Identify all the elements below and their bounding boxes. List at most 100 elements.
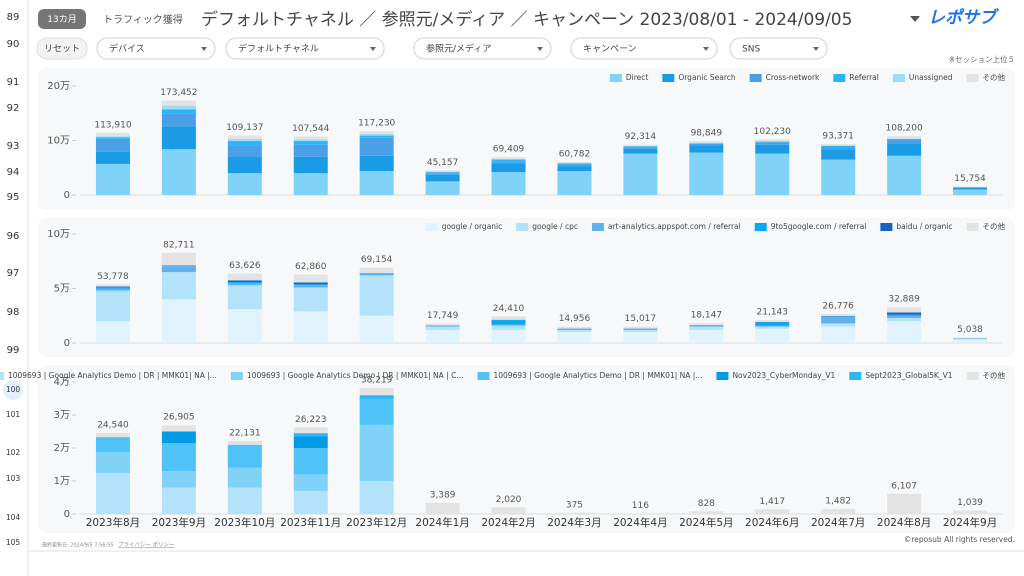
title-dropdown-arrow[interactable] xyxy=(910,16,920,22)
total-label: 15,754 xyxy=(954,174,986,184)
section-label: トラフィック獲得 xyxy=(103,13,183,26)
reset-label[interactable]: リセット xyxy=(44,44,80,55)
bar-segment xyxy=(293,287,328,312)
bar-segment xyxy=(491,316,526,320)
bar-segment xyxy=(95,137,130,139)
privacy-link[interactable]: プライバシー ポリシー xyxy=(118,542,175,549)
bar-segment xyxy=(491,324,526,326)
dropdown-arrow[interactable] xyxy=(370,47,376,51)
bar-segment xyxy=(755,509,790,514)
filter-label[interactable]: デバイス xyxy=(109,43,145,55)
total-label: 60,782 xyxy=(559,149,591,159)
bar-segment xyxy=(227,141,262,146)
total-label: 15,017 xyxy=(625,314,657,324)
bar-segment xyxy=(425,173,460,175)
total-label: 113,910 xyxy=(94,120,131,130)
filter-label[interactable]: デフォルトチャネル xyxy=(238,43,319,55)
bar-segment xyxy=(161,105,196,110)
bar-segment xyxy=(359,398,394,425)
total-label: 2,020 xyxy=(496,495,522,505)
bar-segment xyxy=(359,131,394,134)
bar-segment xyxy=(293,141,328,145)
filter-label[interactable]: キャンペーン xyxy=(583,45,637,55)
filter-label[interactable]: 参照元/メディア xyxy=(426,43,491,55)
filter-dropdown[interactable] xyxy=(729,37,828,60)
bar-segment xyxy=(821,509,856,514)
last-updated: 最終更新日: 2024/9/5 7:56:55 xyxy=(42,542,114,549)
bar-segment xyxy=(689,152,724,195)
bar-segment xyxy=(95,321,130,343)
bar-segment xyxy=(557,162,592,164)
x-tick-label: 2024年5月 xyxy=(679,516,733,529)
reset-button[interactable] xyxy=(36,37,88,60)
bar-segment xyxy=(161,425,196,432)
total-label: 117,230 xyxy=(358,119,395,129)
bar-segment xyxy=(491,325,526,330)
bar-segment xyxy=(425,329,460,343)
dropdown-arrow[interactable] xyxy=(813,47,819,51)
period-badge[interactable] xyxy=(38,9,86,29)
total-label: 108,200 xyxy=(885,124,922,134)
bar-segment xyxy=(689,326,724,327)
filter-dropdown[interactable] xyxy=(570,37,718,60)
bar-segment xyxy=(95,451,130,474)
bar-segment xyxy=(425,170,460,172)
bar-segment xyxy=(557,161,592,163)
filter-label[interactable]: SNS xyxy=(742,45,760,55)
legend-label: 1009693 | Google Analytics Demo | DR | M… xyxy=(493,371,702,380)
bar-segment xyxy=(95,473,130,514)
bar-segment xyxy=(689,323,724,326)
legend-label: 1009693 | Google Analytics Demo | DR | M… xyxy=(8,371,217,380)
bar-segment xyxy=(887,155,922,195)
row-number: 93 xyxy=(7,141,20,152)
total-label: 1,417 xyxy=(759,497,785,507)
x-tick-label: 2024年7月 xyxy=(811,516,865,529)
bar-segment xyxy=(623,146,658,148)
dropdown-arrow[interactable] xyxy=(537,47,543,51)
filter-dropdown[interactable] xyxy=(225,37,385,60)
total-label: 38,219 xyxy=(361,375,393,385)
legend-swatch xyxy=(892,74,905,82)
legend-swatch xyxy=(966,372,979,380)
total-label: 26,905 xyxy=(163,413,195,423)
period-badge-text[interactable]: 13カ月 xyxy=(47,14,76,25)
bar-segment xyxy=(887,315,922,318)
y-tick-label: 5万 xyxy=(54,284,70,295)
dropdown-arrow[interactable] xyxy=(703,47,709,51)
total-label: 109,137 xyxy=(226,123,263,133)
total-label: 5,038 xyxy=(957,325,983,335)
bar-segment xyxy=(755,328,790,343)
legend-label: Nov2023_CyberMonday_V1 xyxy=(732,371,835,380)
row-number: 97 xyxy=(7,268,20,279)
dropdown-arrow[interactable] xyxy=(201,47,207,51)
bar-segment xyxy=(227,138,262,142)
bar-segment xyxy=(95,132,130,137)
bar-segment xyxy=(227,283,262,286)
filter-dropdown[interactable] xyxy=(413,37,552,60)
filter-dropdown[interactable] xyxy=(96,37,216,60)
row-number: 100 xyxy=(6,385,21,394)
bar-segment xyxy=(293,433,328,437)
bar-segment xyxy=(755,139,790,142)
bar-segment xyxy=(359,275,394,316)
chart-panel xyxy=(38,365,1015,533)
bar-segment xyxy=(161,471,196,488)
bar-segment xyxy=(359,424,394,481)
bar-segment xyxy=(557,328,592,330)
total-label: 93,371 xyxy=(822,132,854,142)
bar-segment xyxy=(359,395,394,399)
legend-label: baidu / organic xyxy=(896,222,952,231)
bar-segment xyxy=(293,427,328,434)
x-tick-label: 2023年12月 xyxy=(346,516,407,529)
row-number: 92 xyxy=(7,103,20,114)
bar-segment xyxy=(293,156,328,174)
bar-segment xyxy=(227,173,262,195)
bar-segment xyxy=(293,474,328,491)
bar-segment xyxy=(95,136,130,138)
row-number: 103 xyxy=(6,474,21,483)
x-tick-label: 2024年9月 xyxy=(943,516,997,529)
row-number: 96 xyxy=(7,231,20,242)
row-number: 90 xyxy=(7,39,20,50)
bar-segment xyxy=(689,326,724,330)
copyright: ©reposub All rights reserved. xyxy=(904,535,1015,544)
